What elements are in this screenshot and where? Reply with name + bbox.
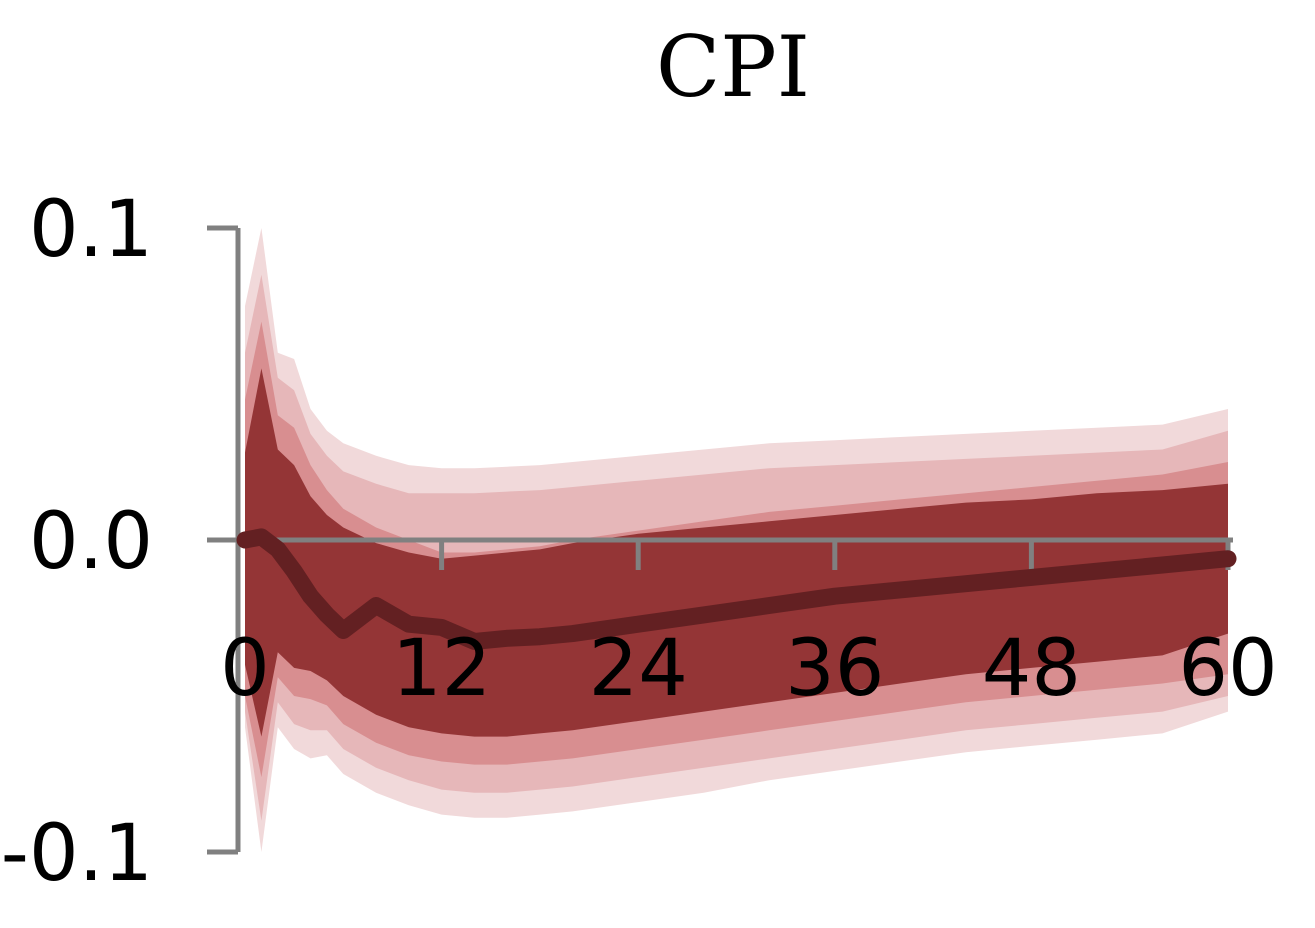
tick-labels: -0.1 0.0 0.1 0 12 24 36 48 60	[1, 185, 1278, 899]
x-tick-label: 60	[1178, 624, 1277, 714]
x-tick-label: 36	[785, 624, 884, 714]
median-line-group	[236, 528, 1237, 650]
x-tick-label: 48	[982, 624, 1081, 714]
x-tick-label: 24	[589, 624, 688, 714]
x-tick-label: 0	[220, 624, 270, 714]
median-line	[236, 528, 1237, 650]
y-tick-label: -0.1	[1, 809, 153, 899]
y-tick-label: 0.1	[29, 185, 153, 275]
y-tick-label: 0.0	[29, 497, 153, 587]
chart-title: CPI	[656, 18, 810, 116]
x-tick-label: 12	[392, 624, 491, 714]
